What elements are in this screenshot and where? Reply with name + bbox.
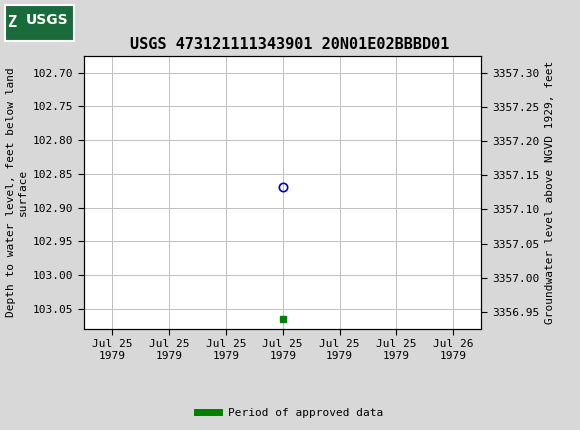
Bar (5, 4, 74, 41)
Y-axis label: Groundwater level above NGVD 1929, feet: Groundwater level above NGVD 1929, feet (545, 61, 554, 324)
Text: USGS 473121111343901 20N01E02BBBD01: USGS 473121111343901 20N01E02BBBD01 (130, 37, 450, 52)
Y-axis label: Depth to water level, feet below land
surface: Depth to water level, feet below land su… (6, 68, 28, 317)
Text: Z: Z (8, 15, 17, 30)
Text: USGS: USGS (26, 13, 68, 28)
Legend: Period of approved data: Period of approved data (193, 403, 387, 422)
